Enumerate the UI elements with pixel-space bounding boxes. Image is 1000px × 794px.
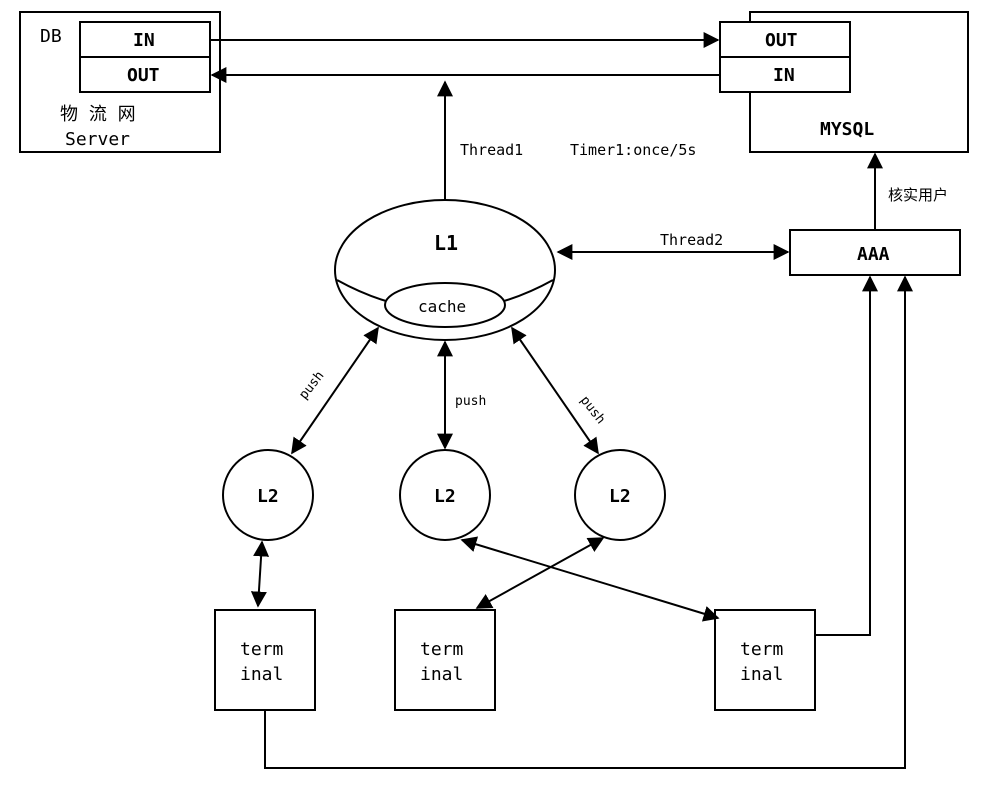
terminal-b-line2: inal [420, 664, 463, 685]
l1-node: L1 cache [335, 200, 555, 340]
server-box: DB IN OUT 物 流 网 Server [20, 12, 220, 152]
label-verify-user: 核实用户 [888, 186, 948, 204]
mysql-box: OUT IN MYSQL [720, 12, 968, 152]
label-thread2: Thread2 [660, 231, 723, 249]
edge-l2a-terma [258, 542, 262, 606]
server-db-label: DB [40, 26, 62, 47]
l2-a-label: L2 [257, 486, 279, 507]
cache-label: cache [418, 297, 466, 316]
server-caption-2: Server [65, 129, 130, 150]
label-push-b: push [455, 394, 486, 409]
edge-l2b-termc [462, 540, 718, 618]
server-out-label: OUT [127, 65, 160, 86]
terminal-b-line1: term [420, 639, 463, 660]
mysql-out-label: OUT [765, 30, 798, 51]
l2-c-label: L2 [609, 486, 631, 507]
label-timer1: Timer1:once/5s [570, 141, 696, 159]
terminal-b: term inal [395, 610, 495, 710]
terminal-c: term inal [715, 610, 815, 710]
terminal-a: term inal [215, 610, 315, 710]
aaa-label: AAA [857, 244, 890, 265]
terminal-a-line2: inal [240, 664, 283, 685]
terminal-a-line1: term [240, 639, 283, 660]
l2-b: L2 [400, 450, 490, 540]
label-thread1: Thread1 [460, 141, 523, 159]
mysql-in-label: IN [773, 65, 795, 86]
label-push-c: push [577, 393, 608, 427]
edge-labels: Thread1 Timer1:once/5s Thread2 核实用户 push… [296, 141, 948, 427]
mysql-caption: MYSQL [820, 119, 874, 140]
l2-b-label: L2 [434, 486, 456, 507]
l1-label: L1 [434, 231, 458, 255]
terminal-c-line1: term [740, 639, 783, 660]
edge-termc-to-aaa [815, 277, 870, 635]
edge-l2c-termb [477, 538, 603, 608]
l2-a: L2 [223, 450, 313, 540]
edge-push-c [512, 328, 598, 453]
label-push-a: push [296, 369, 327, 403]
aaa-node: AAA [790, 230, 960, 275]
architecture-diagram: DB IN OUT 物 流 网 Server OUT IN MYSQL L1 c… [0, 0, 1000, 794]
l2-c: L2 [575, 450, 665, 540]
server-in-label: IN [133, 30, 155, 51]
server-caption-1: 物 流 网 [60, 104, 136, 125]
terminal-c-line2: inal [740, 664, 783, 685]
